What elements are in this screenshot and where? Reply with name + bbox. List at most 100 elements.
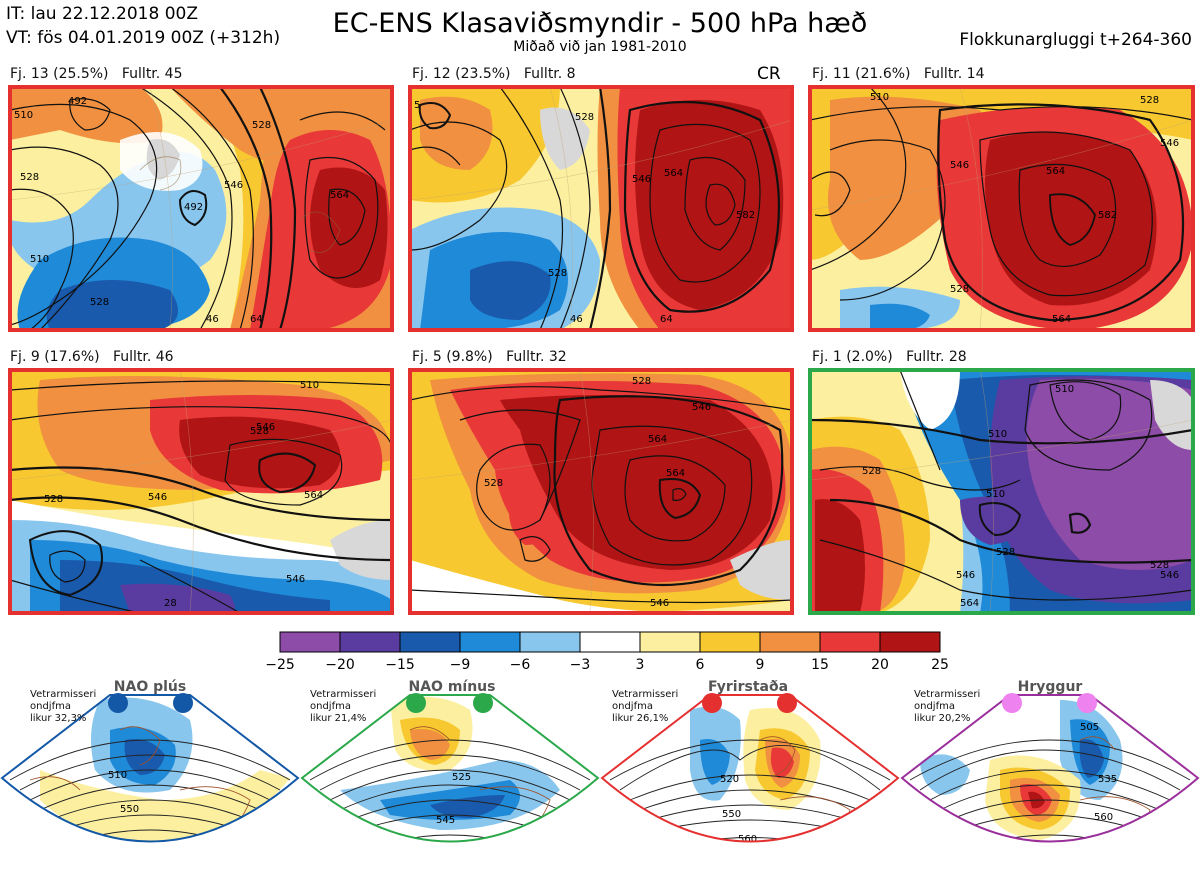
- regime-marker-icon: [702, 693, 722, 713]
- colorbar-tick-label: −20: [325, 657, 355, 673]
- colorbar-swatch: [699, 631, 761, 653]
- regime-hryggur: 505 535 560 Hryggur Vetrarmisseri ondjfm…: [900, 679, 1200, 843]
- contour-label: 510: [14, 110, 33, 121]
- regime-title: Fyrirstaða: [708, 679, 788, 695]
- contour-label: 528: [548, 268, 567, 279]
- cluster-3-title: Fj. 11 (21.6%): [812, 66, 911, 82]
- colorbar-swatch: [879, 631, 941, 653]
- colorbar-swatch: [399, 631, 461, 653]
- colorbar-swatch: [279, 631, 341, 653]
- colorbar-swatch: [339, 631, 401, 653]
- contour-label: 564: [960, 598, 979, 609]
- regime-note: likur 21,4%: [310, 713, 366, 724]
- cluster-border-5: [408, 368, 794, 615]
- contour-label: 564: [304, 490, 323, 501]
- regime-contour-label: 565: [445, 849, 464, 860]
- regime-note: ondjfma: [612, 701, 653, 712]
- regime-marker-icon: [1002, 693, 1022, 713]
- contour-label: 564: [1046, 166, 1065, 177]
- contour-label: 528: [20, 172, 39, 183]
- cluster-6-title: Fj. 1 (2.0%): [812, 349, 893, 365]
- contour-label: 492: [184, 202, 203, 213]
- colorbar: −25 −20 −15 −9 −6 −3 3 6 9 15 20 25: [265, 631, 949, 673]
- regime-frame: [600, 694, 900, 843]
- cluster-map-4: [10, 370, 392, 613]
- cluster-border-4: [8, 368, 394, 615]
- regime-note: ondjfma: [30, 701, 71, 712]
- cluster-map-5: [410, 370, 792, 613]
- cluster-map-3: [810, 87, 1193, 330]
- contour-label: 564: [648, 434, 667, 445]
- cluster-label-5: Fj. 5 (9.8%) Fulltr. 32: [412, 349, 567, 365]
- contour-label: 528: [1140, 95, 1159, 106]
- colorbar-swatch: [519, 631, 581, 653]
- colorbar-tick-label: −15: [385, 657, 415, 673]
- contour-label: 46: [570, 314, 583, 325]
- regime-frame: [900, 694, 1200, 843]
- contour-label: 546: [286, 574, 305, 585]
- cluster-label-4: Fj. 9 (17.6%) Fulltr. 46: [10, 349, 174, 365]
- colorbar-tick-label: 6: [696, 657, 705, 673]
- colorbar-tick-label: 3: [636, 657, 645, 673]
- regime-note: ondjfma: [914, 701, 955, 712]
- colorbar-tick-label: −6: [510, 657, 531, 673]
- contour-label: 510: [988, 429, 1007, 440]
- regime-contour-label: 525: [452, 772, 471, 783]
- regime-contour-label: 560: [1094, 812, 1113, 823]
- contour-label: 528: [484, 478, 503, 489]
- regime-title: Hryggur: [1018, 679, 1083, 695]
- regime-marker-icon: [777, 693, 797, 713]
- page-title: EC-ENS Klasaviðsmyndir - 500 hPa hæð: [332, 8, 868, 39]
- regime-contour-label: 560: [738, 834, 757, 845]
- cluster-5-title: Fj. 5 (9.8%): [412, 349, 493, 365]
- contour-label: 28: [164, 598, 177, 609]
- colorbar-swatch: [459, 631, 521, 653]
- cluster-window: Flokkunargluggi t+264-360: [959, 30, 1192, 50]
- regime-note: Vetrarmisseri: [612, 689, 678, 700]
- cluster-2-members: Fulltr. 8: [523, 66, 576, 82]
- colorbar-tick-label: −25: [265, 657, 295, 673]
- cluster-1-title: Fj. 13 (25.5%): [10, 66, 109, 82]
- regime-contour-label: 550: [722, 809, 741, 820]
- page-subtitle: Miðað við jan 1981-2010: [513, 39, 687, 55]
- contour-label: 546: [632, 174, 651, 185]
- cluster-label-3: Fj. 11 (21.6%) Fulltr. 14: [812, 66, 985, 82]
- cluster-map-1: [10, 87, 392, 330]
- contour-label: 564: [330, 190, 349, 201]
- regime-frame: [0, 694, 300, 843]
- regime-marker-icon: [108, 693, 128, 713]
- contour-label: 64: [250, 314, 263, 325]
- colorbar-tick-label: 20: [871, 657, 889, 673]
- regime-title: NAO plús: [114, 679, 186, 695]
- cr-tag: CR: [757, 64, 781, 84]
- regime-note: likur 20,2%: [914, 713, 970, 724]
- cluster-label-2: Fj. 12 (23.5%) Fulltr. 8: [412, 66, 576, 82]
- regime-contour-label: 510: [108, 770, 127, 781]
- contour-label: 510: [30, 254, 49, 265]
- contour-label: 546: [256, 422, 275, 433]
- regime-contour-label: 520: [720, 774, 739, 785]
- regime-fyrirstada: 520 550 560 Fyrirstaða Vetrarmisseri ond…: [600, 679, 900, 845]
- contour-label: 564: [664, 168, 683, 179]
- contour-label: 528: [250, 426, 269, 437]
- cluster-5-members: Fulltr. 32: [506, 349, 567, 365]
- colorbar-tick-label: 15: [811, 657, 829, 673]
- cluster-4-members: Fulltr. 46: [112, 349, 174, 365]
- regime-note: likur 32,3%: [30, 713, 86, 724]
- contour-label: 510: [986, 489, 1005, 500]
- contour-label: 492: [68, 96, 87, 107]
- contour-label: 528: [44, 494, 63, 505]
- regime-note: likur 26,1%: [612, 713, 668, 724]
- contour-label: 528: [1150, 560, 1169, 571]
- contour-label: 546: [1160, 570, 1179, 581]
- contour-label: 582: [736, 210, 755, 221]
- contour-label: 528: [950, 284, 969, 295]
- contour-label: 510: [870, 92, 889, 103]
- contour-label: 5: [414, 100, 420, 111]
- cluster-3-members: Fulltr. 14: [923, 66, 985, 82]
- regime-marker-icon: [173, 693, 193, 713]
- colorbar-swatch: [579, 631, 641, 653]
- colorbar-swatch: [759, 631, 821, 653]
- colorbar-swatches: [279, 631, 941, 653]
